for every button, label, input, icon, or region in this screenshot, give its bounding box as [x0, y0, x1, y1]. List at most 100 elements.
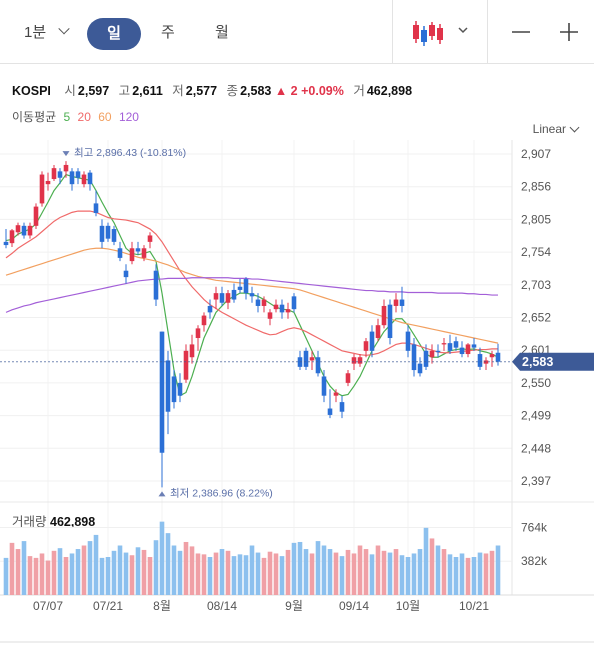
volume-bar: [393, 549, 399, 595]
volume-bar: [123, 552, 129, 595]
volume-bar: [231, 556, 237, 595]
x-tick-label: 10월: [396, 599, 420, 613]
volume-bar: [147, 557, 153, 595]
volume-bar: [333, 552, 339, 595]
volume-bar: [423, 527, 429, 595]
volume-bar: [411, 553, 417, 595]
candle-body: [111, 229, 117, 242]
low-annotation: 최저 2,386.96 (8.22%): [170, 487, 273, 499]
candlestick-icon: [413, 21, 468, 46]
candle-body: [417, 363, 423, 374]
tab-1min-label: 1분: [24, 24, 47, 41]
zoom-in-button[interactable]: [557, 20, 581, 44]
tab-month-label: 월: [215, 24, 229, 41]
current-price-label: 2,583: [522, 355, 553, 369]
candle-body: [33, 206, 39, 226]
volume-bar: [351, 553, 357, 595]
chart-type-button[interactable]: [408, 16, 476, 50]
open-label: 시: [64, 84, 76, 98]
candle-body: [333, 392, 339, 396]
candle-body: [141, 248, 147, 258]
candle-body: [267, 312, 273, 319]
high-marker-icon: [62, 151, 70, 157]
volume-bar: [249, 545, 255, 595]
candle-body: [387, 304, 393, 339]
tab-day[interactable]: 일: [87, 18, 141, 50]
volume-bar: [171, 545, 177, 595]
y-tick-label: 2,754: [521, 245, 551, 259]
candle-body: [63, 164, 69, 172]
candle-body: [69, 171, 75, 185]
candle-body: [399, 299, 405, 306]
volume-bar: [273, 553, 279, 595]
y-tick-label: 2,805: [521, 212, 551, 226]
volume-bar: [483, 553, 489, 595]
volume-bar: [159, 521, 165, 595]
volume-bar: [207, 557, 213, 595]
volume-bar: [117, 545, 123, 595]
open-value: 2,597: [77, 84, 110, 98]
candle-body: [27, 225, 33, 236]
candle-body: [279, 304, 285, 313]
volume-bar: [381, 550, 387, 595]
candle-body: [345, 373, 351, 383]
candle-body: [423, 350, 429, 367]
volume-bar: [183, 541, 189, 595]
volume-bar: [255, 552, 261, 595]
volume-bar: [33, 557, 39, 595]
volume-bar: [261, 557, 267, 595]
high-annotation: 최고 2,896.43 (-10.81%): [74, 147, 186, 159]
x-tick-label: 07/21: [93, 599, 123, 613]
candle-body: [273, 304, 279, 310]
candle-body: [369, 331, 375, 351]
volume-bar: [465, 557, 471, 595]
zoom-out-button[interactable]: [509, 20, 533, 44]
volume-bar: [93, 534, 99, 595]
scale-mode-dropdown[interactable]: Linear: [532, 122, 566, 136]
volume-bar: [99, 557, 105, 595]
volume-bar: [447, 554, 453, 595]
tab-month[interactable]: 월: [215, 0, 229, 64]
volume-bar: [477, 552, 483, 595]
volume-bar: [243, 555, 249, 595]
candle-body: [363, 341, 369, 351]
volume-bar: [39, 553, 45, 595]
volume-bar: [489, 550, 495, 595]
moving-average-legend[interactable]: 이동평균 5 20 60 120: [12, 108, 143, 125]
volume-bar: [453, 557, 459, 595]
candle-body: [357, 357, 363, 364]
volume-bar: [87, 541, 93, 595]
close-value: 2,583: [240, 84, 272, 98]
volume-bar: [45, 560, 51, 595]
volume-bar: [153, 540, 159, 595]
candle-body: [135, 248, 141, 252]
volume-bar: [279, 556, 285, 595]
y-tick-label: 2,448: [521, 441, 551, 455]
ma-60-label: 60: [98, 110, 112, 124]
candle-body: [195, 328, 201, 339]
candle-body: [219, 293, 225, 303]
candle-body: [477, 354, 483, 367]
ma-20-label: 20: [77, 110, 91, 124]
tab-week[interactable]: 주: [161, 0, 175, 64]
candle-body: [435, 350, 441, 353]
volume-bar: [135, 547, 141, 595]
volume-panel-title: 거래량 462,898: [12, 511, 95, 530]
volume-bar: [459, 553, 465, 595]
close-label: 종: [226, 84, 239, 98]
candle-body: [9, 230, 15, 244]
volume-bar: [81, 545, 87, 595]
volume-bar: [405, 557, 411, 595]
symbol: KOSPI: [12, 84, 51, 98]
volume-bar: [429, 538, 435, 595]
candle-body: [429, 350, 435, 358]
candle-body: [153, 270, 159, 300]
candle-body: [447, 343, 453, 351]
candle-body: [309, 357, 315, 361]
candle-body: [81, 174, 87, 185]
tab-1min[interactable]: 1분: [24, 0, 70, 64]
candle-body: [495, 352, 501, 362]
candle-body: [117, 248, 123, 258]
y-tick-label: 2,499: [521, 409, 551, 423]
